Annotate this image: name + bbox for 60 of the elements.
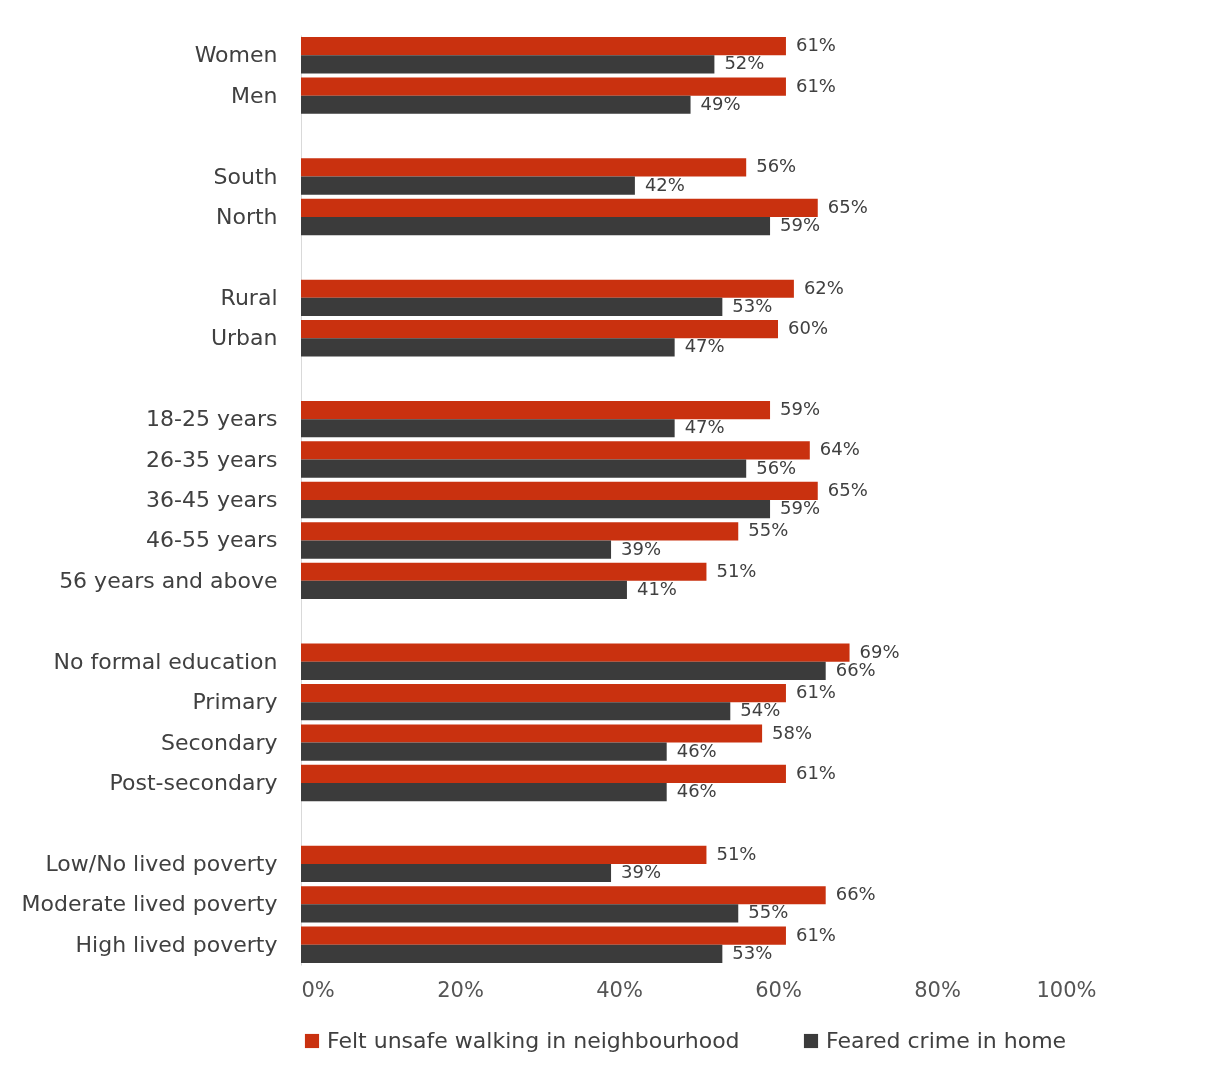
y-tick-label: Women: [194, 42, 278, 68]
data-label: 61%: [795, 34, 836, 56]
y-tick-label: 18-25 years: [146, 406, 278, 432]
y-tick-label: 46-55 years: [146, 527, 278, 553]
data-label: 65%: [827, 478, 868, 500]
data-label: 56%: [756, 456, 797, 478]
data-label: 46%: [676, 780, 717, 802]
data-label: 46%: [676, 739, 717, 761]
data-label: 52%: [724, 52, 765, 74]
y-tick-label: Secondary: [160, 729, 278, 755]
y-tick-label: Post-secondary: [109, 770, 278, 796]
y-tick-label: 36-45 years: [146, 487, 278, 512]
data-label: 59%: [780, 214, 821, 236]
x-tick-label: 0%: [301, 977, 335, 1002]
data-label: 56%: [756, 155, 797, 177]
y-tick-label: Primary: [192, 689, 278, 715]
data-label: 55%: [748, 901, 789, 923]
data-label: 61%: [795, 761, 836, 783]
y-tick-label: 26-35 years: [146, 446, 278, 472]
data-label: 55%: [748, 519, 789, 541]
data-label: 60%: [788, 317, 829, 339]
data-label: 51%: [716, 559, 757, 581]
data-label: 58%: [772, 721, 813, 743]
data-label: 64%: [819, 438, 860, 460]
data-label: 65%: [827, 195, 868, 217]
y-tick-label: High lived poverty: [75, 931, 278, 957]
y-tick-label: No formal education: [53, 648, 278, 674]
x-tick-label: 20%: [437, 977, 484, 1002]
data-label: 59%: [780, 398, 821, 420]
x-tick-label: 60%: [755, 977, 802, 1002]
y-tick-label: 56 years and above: [59, 567, 278, 593]
y-tick-label: Moderate lived poverty: [21, 891, 278, 917]
legend-label: Feared crime in home: [826, 1028, 1067, 1053]
legend-label: Felt unsafe walking in neighbourhood: [327, 1028, 740, 1053]
x-tick-label: 40%: [596, 977, 643, 1002]
data-label: 61%: [795, 74, 836, 96]
data-label: 39%: [621, 861, 662, 883]
data-label: 49%: [700, 92, 741, 114]
data-label: 62%: [803, 276, 844, 298]
data-label: 41%: [636, 577, 677, 599]
data-label: 59%: [780, 497, 821, 519]
y-tick-label: Low/No lived poverty: [45, 850, 278, 876]
y-tick-label: North: [215, 203, 278, 229]
x-tick-label: 100%: [1036, 977, 1097, 1002]
data-label: 53%: [732, 941, 773, 963]
y-tick-label: Men: [231, 82, 278, 108]
data-label: 51%: [716, 842, 757, 864]
data-label: 61%: [795, 923, 836, 945]
data-label: 47%: [684, 416, 725, 438]
data-label: 42%: [644, 173, 685, 195]
data-label: 47%: [684, 335, 725, 357]
data-label: 39%: [621, 537, 662, 559]
data-label: 66%: [835, 883, 876, 905]
y-tick-label: South: [213, 163, 278, 189]
y-tick-label: Rural: [220, 284, 278, 310]
data-label: 54%: [740, 699, 781, 721]
data-label: 53%: [732, 294, 773, 316]
x-tick-label: 80%: [914, 977, 961, 1002]
data-label: 61%: [795, 681, 836, 703]
y-tick-label: Urban: [210, 325, 278, 351]
